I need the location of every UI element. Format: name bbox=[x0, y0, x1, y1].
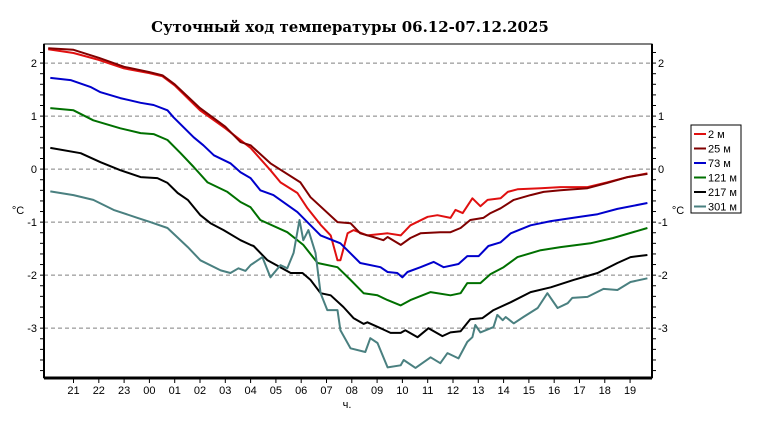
legend-label: 25 м bbox=[708, 144, 731, 156]
x-tick-label: 16 bbox=[548, 385, 560, 397]
x-tick-label: 05 bbox=[270, 385, 282, 397]
x-tick-label: 15 bbox=[523, 385, 535, 397]
x-tick-label: 01 bbox=[169, 385, 181, 397]
x-tick-label: 19 bbox=[624, 385, 636, 397]
y-tick-label-right: 1 bbox=[658, 111, 664, 123]
x-tick-label: 04 bbox=[244, 385, 256, 397]
x-tick-label: 09 bbox=[371, 385, 383, 397]
legend-box bbox=[690, 124, 742, 214]
x-tick-label: 02 bbox=[194, 385, 206, 397]
x-tick-label: 06 bbox=[295, 385, 307, 397]
x-tick-label: 00 bbox=[143, 385, 155, 397]
y-axis-label-left: °C bbox=[12, 205, 24, 217]
x-tick-label: 10 bbox=[396, 385, 408, 397]
x-tick-label: 11 bbox=[422, 385, 433, 397]
x-tick-label: 12 bbox=[447, 385, 459, 397]
y-tick-label-left: 2 bbox=[31, 58, 37, 70]
series-line bbox=[48, 47, 648, 246]
y-tick-label-left: -2 bbox=[27, 270, 37, 282]
x-tick-label: 22 bbox=[93, 385, 105, 397]
x-tick-label: 07 bbox=[320, 385, 332, 397]
y-tick-label-left: -1 bbox=[27, 217, 37, 229]
y-tick-label-right: 2 bbox=[658, 58, 664, 70]
y-tick-label-left: 1 bbox=[31, 111, 37, 123]
x-tick-label: 18 bbox=[599, 385, 611, 397]
y-axis-label-right: °C bbox=[672, 205, 684, 217]
y-tick-label-right: -2 bbox=[658, 270, 668, 282]
series-line bbox=[50, 76, 648, 279]
x-tick-label: 17 bbox=[573, 385, 585, 397]
x-tick-label: 08 bbox=[346, 385, 358, 397]
legend-label: 217 м bbox=[708, 187, 737, 199]
y-tick-label-right: 0 bbox=[658, 164, 664, 176]
x-tick-label: 21 bbox=[67, 385, 79, 397]
x-tick-label: 23 bbox=[118, 385, 130, 397]
x-tick-label: 13 bbox=[472, 385, 484, 397]
series-line bbox=[50, 190, 648, 369]
legend-label: 2 м bbox=[708, 129, 725, 141]
y-tick-label-left: -3 bbox=[27, 323, 37, 335]
y-tick-label-left: 0 bbox=[31, 164, 37, 176]
chart-title: Суточный ход температуры 06.12-07.12.202… bbox=[151, 18, 549, 36]
legend-label: 73 м bbox=[708, 158, 731, 170]
series-line bbox=[48, 48, 648, 262]
series-line bbox=[50, 146, 648, 339]
y-tick-label-right: -1 bbox=[658, 217, 668, 229]
legend-label: 301 м bbox=[708, 202, 737, 214]
x-axis-label: ч. bbox=[343, 399, 352, 411]
x-tick-label: 14 bbox=[497, 385, 509, 397]
legend: 2 м 25 м 73 м 121 м 217 м 301 м bbox=[690, 124, 742, 214]
series-line bbox=[50, 107, 648, 307]
y-tick-label-right: -3 bbox=[658, 323, 668, 335]
x-tick-label: 03 bbox=[219, 385, 231, 397]
legend-label: 121 м bbox=[708, 173, 737, 185]
